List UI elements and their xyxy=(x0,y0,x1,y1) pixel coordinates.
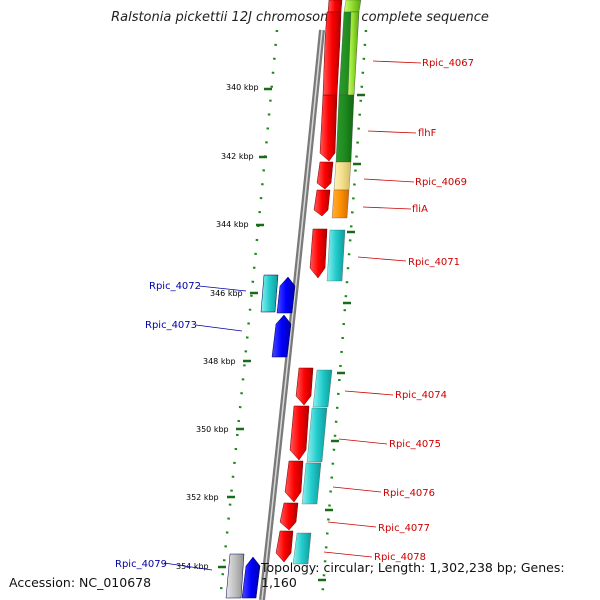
band-cyan-rpic-4078[interactable] xyxy=(292,532,312,565)
topology-text: Topology: circular; Length: 1,302,238 bp… xyxy=(261,560,565,590)
cds-rpic-4076[interactable] xyxy=(284,460,304,503)
band-cyan-rpic-4076[interactable] xyxy=(301,462,322,505)
gene-label-rpic-4078[interactable]: Rpic_4078 xyxy=(374,552,426,563)
cds-rpic-4067[interactable] xyxy=(327,0,343,13)
gene-label-rpic-4069[interactable]: Rpic_4069 xyxy=(415,177,467,188)
scale-major-ticks xyxy=(218,87,365,582)
tick-label-346: 346 kbp xyxy=(210,289,243,298)
gene-label-rpic-4075[interactable]: Rpic_4075 xyxy=(389,439,441,450)
gene-label-rpic-4071[interactable]: Rpic_4071 xyxy=(408,257,460,268)
category-track xyxy=(292,0,362,565)
cds-rpic-4077[interactable] xyxy=(279,502,299,531)
gene-label-rpic-4079[interactable]: Rpic_4079 xyxy=(115,559,167,570)
gene-label-rpic-4073[interactable]: Rpic_4073 xyxy=(145,320,197,331)
tick-label-354: 354 kbp xyxy=(176,562,209,571)
band-orange-fliA[interactable] xyxy=(331,189,350,219)
band-cyan-rpic-4074[interactable] xyxy=(312,369,333,408)
tick-label-342: 342 kbp xyxy=(221,152,254,161)
band-cyan-rpic-4075[interactable] xyxy=(306,407,328,463)
cds-rpic-4072[interactable] xyxy=(276,276,296,314)
inner-scale-ring xyxy=(218,29,279,600)
map-title: Ralstonia pickettii 12J chromosome 2, co… xyxy=(111,10,489,25)
cds-flhF[interactable] xyxy=(319,94,338,162)
cds-fliA[interactable] xyxy=(313,189,331,217)
cds-rpic-4073[interactable] xyxy=(271,314,292,358)
tick-label-340: 340 kbp xyxy=(226,83,259,92)
band-gray-rpic-4079[interactable] xyxy=(225,553,245,599)
gene-label-rpic-4072[interactable]: Rpic_4072 xyxy=(149,281,201,292)
forward-cds-track xyxy=(275,0,343,563)
label-leaders xyxy=(163,60,422,571)
tick-label-352: 352 kbp xyxy=(186,493,219,502)
tick-label-344: 344 kbp xyxy=(216,220,249,229)
gene-label-fliA[interactable]: fliA xyxy=(412,204,428,215)
gene-label-flhF[interactable]: flhF xyxy=(418,128,437,139)
band-tan-rpic-4069[interactable] xyxy=(333,161,352,191)
gene-label-rpic-4077[interactable]: Rpic_4077 xyxy=(378,523,430,534)
cds-rpic-4079[interactable] xyxy=(241,556,261,599)
accession-text: Accession: NC_010678 xyxy=(9,575,152,590)
band-lime-top xyxy=(343,0,362,13)
gene-label-rpic-4076[interactable]: Rpic_4076 xyxy=(383,488,435,499)
chromosome-backbone-highlight xyxy=(261,29,323,600)
cds-rpic-4075[interactable] xyxy=(289,405,310,461)
cds-rpic-4071[interactable] xyxy=(309,228,328,279)
band-cyan-rpic-4072[interactable] xyxy=(260,274,279,313)
reverse-cds-track xyxy=(225,274,296,599)
cds-rpic-4078[interactable] xyxy=(275,530,294,563)
tick-label-348: 348 kbp xyxy=(203,357,236,366)
band-green-flhF[interactable] xyxy=(335,94,355,163)
band-cyan-rpic-4071[interactable] xyxy=(326,229,346,282)
gene-label-rpic-4067[interactable]: Rpic_4067 xyxy=(422,58,474,69)
tick-label-350: 350 kbp xyxy=(196,425,229,434)
cds-red-top[interactable] xyxy=(322,11,342,96)
gene-label-rpic-4074[interactable]: Rpic_4074 xyxy=(395,390,447,401)
cds-rpic-4074[interactable] xyxy=(295,367,314,406)
cds-rpic-4069[interactable] xyxy=(316,161,334,190)
